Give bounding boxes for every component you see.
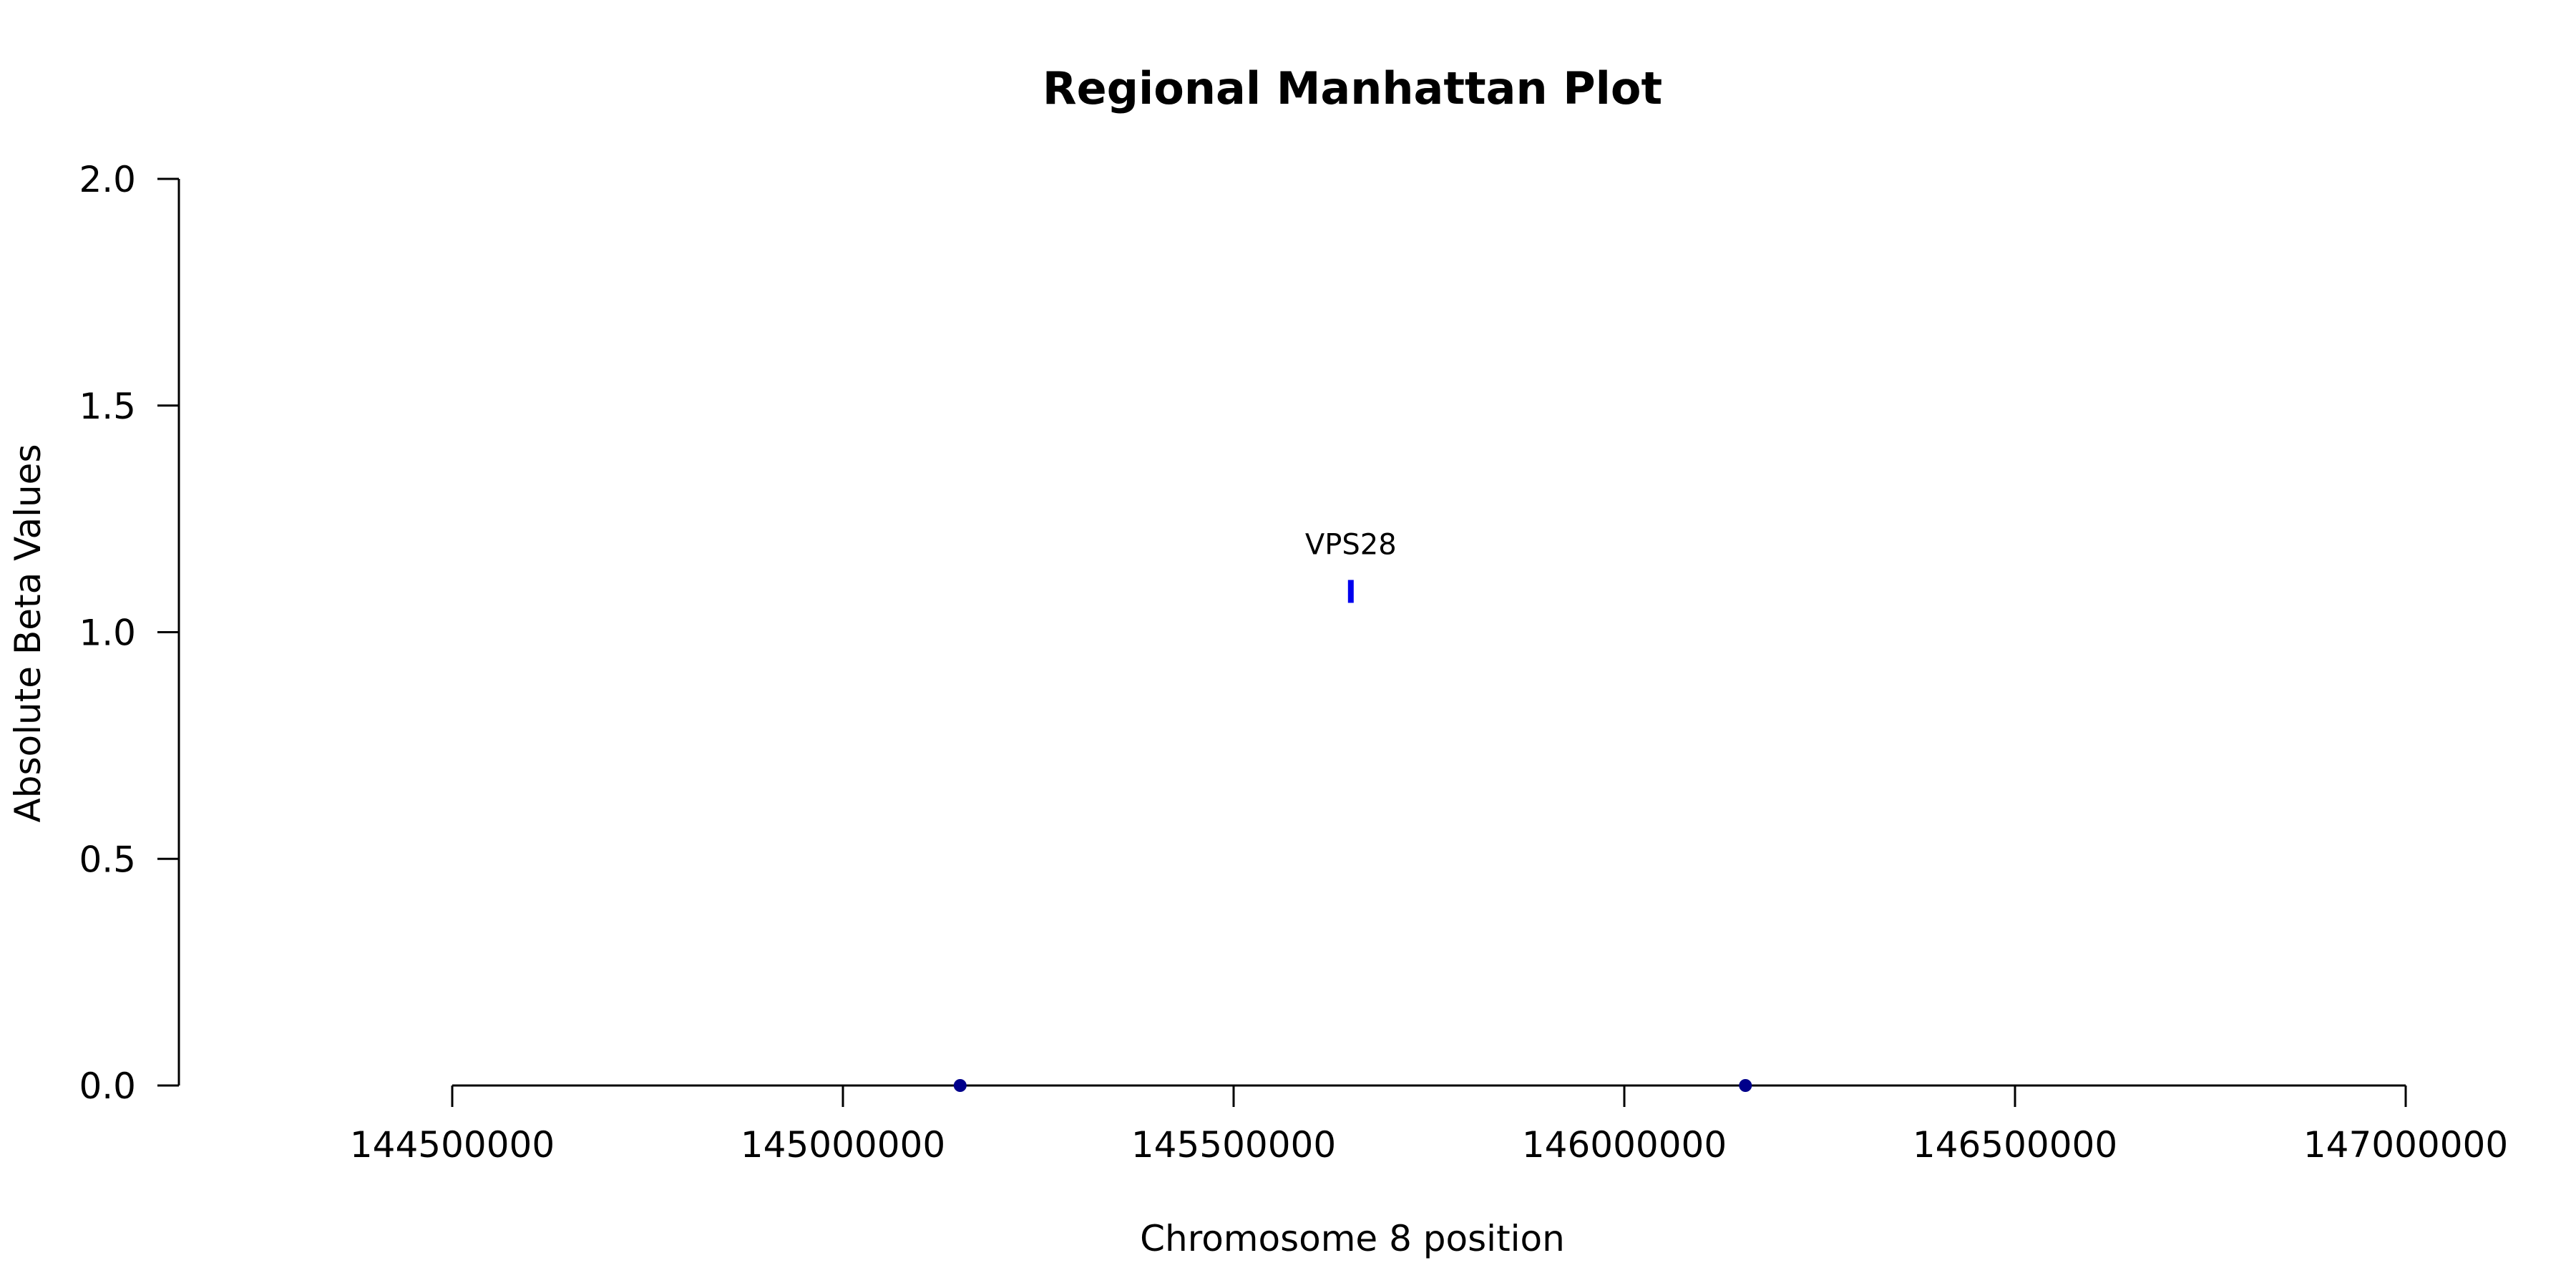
x-tick-label: 147000000 bbox=[2303, 1124, 2508, 1166]
gene-label: VPS28 bbox=[1305, 528, 1397, 561]
y-tick-label: 0.5 bbox=[79, 839, 136, 880]
y-tick-label: 2.0 bbox=[79, 159, 136, 200]
x-tick-label: 146500000 bbox=[1913, 1124, 2117, 1166]
y-axis: 0.0 0.5 1.0 1.5 2.0 bbox=[79, 159, 180, 1107]
chart-title: Regional Manhattan Plot bbox=[1043, 62, 1662, 114]
x-tick-label: 145500000 bbox=[1131, 1124, 1336, 1166]
data-point bbox=[1739, 1079, 1752, 1092]
y-tick-label: 0.0 bbox=[79, 1065, 136, 1107]
y-tick-label: 1.5 bbox=[79, 386, 136, 427]
x-tick-label: 144500000 bbox=[350, 1124, 555, 1166]
y-axis-label: Absolute Beta Values bbox=[7, 444, 49, 823]
x-axis-label: Chromosome 8 position bbox=[1140, 1218, 1565, 1259]
x-axis: 144500000 145000000 145500000 146000000 1465… bbox=[350, 1084, 2508, 1166]
highlight-point bbox=[1347, 580, 1354, 603]
data-point bbox=[953, 1079, 967, 1092]
x-tick-label: 146000000 bbox=[1522, 1124, 1727, 1166]
y-tick-label: 1.0 bbox=[79, 613, 136, 654]
x-tick-label: 145000000 bbox=[741, 1124, 945, 1166]
data-points: VPS28 bbox=[953, 528, 1752, 1092]
